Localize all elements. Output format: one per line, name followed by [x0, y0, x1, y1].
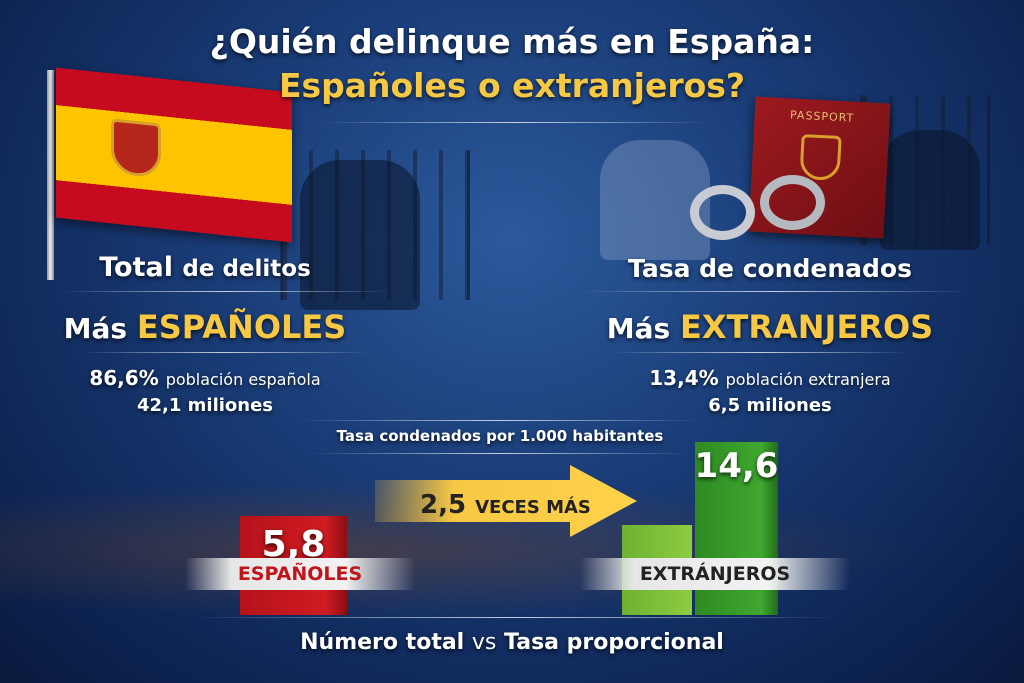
right-heading: Tasa de condenados — [628, 254, 912, 283]
label-extranjeros: EXTRÁNJEROS — [580, 558, 850, 590]
handcuffs-icon — [690, 175, 830, 245]
flagpole — [47, 70, 54, 280]
chart-baseline — [190, 617, 840, 618]
left-heading: Total de delitos — [99, 252, 311, 283]
right-stat-count: 6,5 miliones — [708, 395, 832, 416]
bar-value-extranjeros: 14,6 — [694, 446, 779, 487]
title-line-1: ¿Quién delinque más en España: — [209, 22, 815, 61]
passport-text: PASSPORT — [789, 108, 855, 125]
right-stat-pct: 13,4% población extranjera — [649, 366, 891, 390]
left-divider-2 — [80, 352, 370, 353]
chart-title: Tasa condenados por 1.000 habitantes — [336, 427, 664, 445]
left-verdict: Más ESPAÑOLES — [63, 308, 347, 346]
right-divider-2 — [610, 352, 910, 353]
left-stat-pct: 86,6% población española — [89, 366, 321, 390]
comparison-arrow-icon — [375, 465, 637, 537]
chart-title-divider-top — [300, 420, 700, 421]
prisoner-silhouette-left — [300, 160, 420, 310]
footer-caption: Número total vs Tasa proporcional — [300, 630, 724, 655]
right-verdict: Más EXTRANJEROS — [606, 308, 934, 346]
label-espanoles: ESPAÑOLES — [185, 558, 415, 590]
coat-of-arms-icon — [111, 118, 161, 179]
chart-title-divider — [310, 453, 690, 454]
left-stat-count: 42,1 miliones — [136, 395, 274, 416]
title-divider — [320, 122, 710, 123]
right-divider — [580, 291, 970, 292]
prisoner-arms — [600, 140, 710, 260]
left-divider — [60, 291, 390, 292]
prisoner-silhouette-right — [880, 130, 980, 250]
arrow-label: 2,5 VECES MÁS — [420, 490, 591, 520]
title-line-2: Españoles o extranjeros? — [278, 66, 746, 105]
